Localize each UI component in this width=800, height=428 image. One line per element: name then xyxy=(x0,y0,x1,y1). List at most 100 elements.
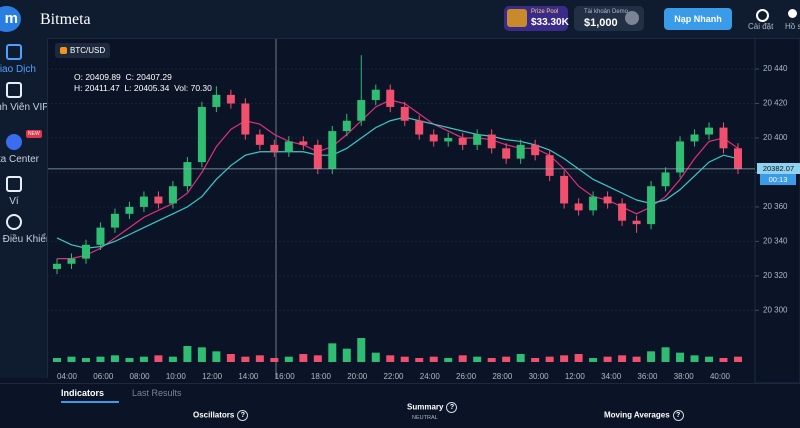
volume-bar xyxy=(632,356,641,362)
signal: NEUTRAL xyxy=(412,415,438,421)
y-tick-label: 20 320 xyxy=(763,271,788,280)
candle-body xyxy=(328,131,337,169)
sidebar: Giao Dịch Thành Viên VIP Bita Center NEW… xyxy=(0,38,48,378)
settings-label: Cài đặt xyxy=(748,22,774,31)
volume-bar xyxy=(618,355,627,362)
gear-icon[interactable] xyxy=(756,9,769,22)
volume-bar xyxy=(589,358,598,362)
x-tick-label: 36:00 xyxy=(637,372,658,381)
x-tick-label: 08:00 xyxy=(130,372,151,381)
logo[interactable]: m xyxy=(0,6,21,32)
new-badge: NEW xyxy=(26,130,42,138)
volume-bar xyxy=(96,356,105,362)
moving-averages: Moving Averages? xyxy=(604,410,684,421)
volume-bar xyxy=(313,355,322,362)
nav-label: Ví xyxy=(9,196,19,207)
candle-body xyxy=(516,144,525,159)
x-tick-label: 12:00 xyxy=(565,372,586,381)
candle-body xyxy=(632,220,641,225)
candle-body xyxy=(168,186,177,204)
volume-bar xyxy=(53,358,61,362)
volume-bar xyxy=(429,356,438,362)
candle-body xyxy=(531,144,540,156)
volume-bar xyxy=(212,351,221,362)
y-tick-label: 20 440 xyxy=(763,64,788,73)
candle-body xyxy=(705,127,714,135)
volume-bar xyxy=(690,355,699,362)
volume-bar xyxy=(487,358,496,362)
candle-body xyxy=(458,137,467,145)
candle-body xyxy=(444,137,453,142)
candle-body xyxy=(690,134,699,142)
volume-bar xyxy=(386,355,395,362)
prize-value: $33.30K xyxy=(531,17,569,28)
volume-bar xyxy=(284,356,293,362)
candle-body xyxy=(502,148,511,159)
account-label: Tài khoản Demo xyxy=(584,9,629,15)
legend-item: C: 20407.29 xyxy=(125,72,172,82)
moving-average xyxy=(56,116,739,249)
candle-body xyxy=(270,144,279,152)
nav-label: Bita Center xyxy=(0,154,40,165)
deposit-button[interactable]: Nạp Nhanh xyxy=(664,8,732,30)
prize-pool[interactable]: Prize Pool $33.30K xyxy=(504,6,569,31)
profile-icon[interactable] xyxy=(788,9,797,18)
nav-label: Giao Dịch xyxy=(0,64,36,75)
account[interactable]: Tài khoản Demo $1,000 xyxy=(574,6,644,31)
balance: $1,000 xyxy=(584,17,618,29)
candle-body xyxy=(96,227,105,245)
volume-bar xyxy=(545,356,554,362)
y-tick-label: 20 360 xyxy=(763,202,788,211)
tab[interactable]: Last Results xyxy=(132,388,182,398)
volume-bar xyxy=(473,356,482,362)
candle-body xyxy=(429,134,438,142)
candle-body xyxy=(154,196,163,204)
x-tick-label: 06:00 xyxy=(93,372,114,381)
x-tick-label: 28:00 xyxy=(492,372,513,381)
volume-bar xyxy=(415,358,424,362)
summary: Summary? xyxy=(407,402,458,413)
countdown: 00:13 xyxy=(760,174,796,185)
candle-body xyxy=(603,196,612,204)
candle-body xyxy=(226,94,235,104)
volume-bar xyxy=(661,347,670,362)
candle-body xyxy=(473,134,482,145)
candle-body xyxy=(618,203,627,221)
volume-bar xyxy=(226,354,235,362)
top-bar: m Bitmeta Prize Pool $33.30K Tài khoản D… xyxy=(0,0,800,39)
nav-item[interactable]: Bảng Điều Khiển xyxy=(0,214,47,246)
legend-item: O: 20409.89 xyxy=(74,72,121,82)
nav-item[interactable]: Thành Viên VIP xyxy=(0,82,47,114)
volume-bar xyxy=(734,356,742,362)
volume-bar xyxy=(574,354,583,362)
symbol-chip[interactable]: BTC/USD xyxy=(55,43,111,58)
tab[interactable]: Indicators xyxy=(61,388,119,403)
volume-bar xyxy=(168,356,177,362)
candle-body xyxy=(400,106,409,121)
volume-bar xyxy=(110,355,119,362)
volume-bar xyxy=(719,358,728,362)
x-tick-label: 24:00 xyxy=(420,372,441,381)
volume-bar xyxy=(342,348,351,362)
candle-body xyxy=(139,196,148,207)
nav-item[interactable]: Bita Center xyxy=(0,134,47,166)
volume-bar xyxy=(531,358,540,362)
x-tick-label: 16:00 xyxy=(275,372,296,381)
candle-body xyxy=(676,141,685,173)
candle-body xyxy=(589,196,598,211)
candle-body xyxy=(357,100,366,121)
volume-bar xyxy=(676,352,685,362)
nav-item[interactable]: Ví xyxy=(0,176,47,208)
volume-bar xyxy=(67,356,76,362)
nav-item[interactable]: Giao Dịch xyxy=(0,44,47,76)
volume-bar xyxy=(197,347,206,362)
volume-bar xyxy=(357,338,366,362)
moving-average xyxy=(57,99,739,260)
volume-bar xyxy=(270,358,279,362)
legend-item: H: 20411.47 xyxy=(74,83,120,93)
candle-body xyxy=(386,89,395,107)
candle-body xyxy=(734,148,742,169)
legend-item: Vol: 70.30 xyxy=(174,83,212,93)
